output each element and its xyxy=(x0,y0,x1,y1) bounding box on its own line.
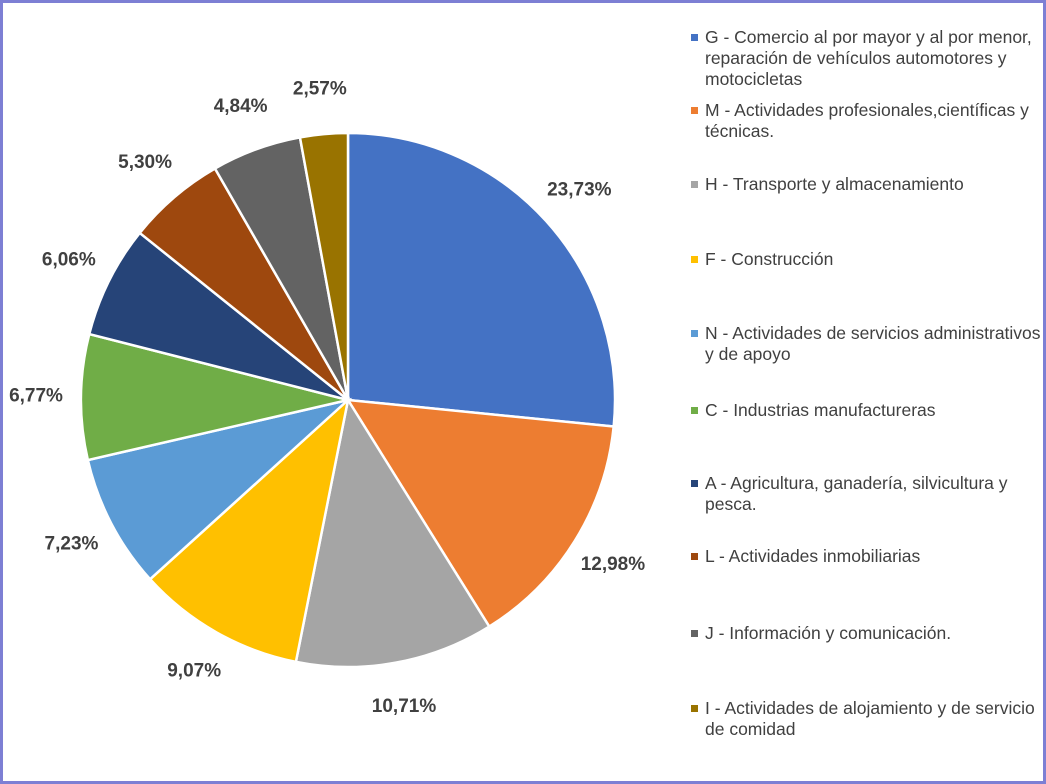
pie-slice xyxy=(346,131,617,428)
legend-swatch xyxy=(691,407,698,414)
pie-slice xyxy=(298,131,350,401)
pie-slice xyxy=(345,398,616,629)
legend-label: N - Actividades de servicios administrat… xyxy=(705,323,1041,364)
legend-swatch xyxy=(691,181,698,188)
legend-item: N - Actividades de servicios administrat… xyxy=(691,323,1043,365)
legend-item: F - Construcción xyxy=(691,249,1043,270)
data-label: 2,57% xyxy=(293,78,347,99)
pie-slice xyxy=(87,231,349,402)
data-label: 4,84% xyxy=(214,96,268,117)
legend-label: L - Actividades inmobiliarias xyxy=(705,546,921,566)
legend-label: A - Agricultura, ganadería, silvicultura… xyxy=(705,473,1008,514)
legend-item: A - Agricultura, ganadería, silvicultura… xyxy=(691,473,1043,515)
data-label: 23,73% xyxy=(547,180,612,201)
legend-swatch xyxy=(691,256,698,263)
legend-swatch xyxy=(691,34,698,41)
data-label: 6,77% xyxy=(9,386,63,407)
legend-swatch xyxy=(691,480,698,487)
legend-swatch xyxy=(691,705,698,712)
legend-label: G - Comercio al por mayor y al por menor… xyxy=(705,27,1032,89)
legend-swatch xyxy=(691,630,698,637)
legend-label: H - Transporte y almacenamiento xyxy=(705,174,964,194)
legend-item: J - Información y comunicación. xyxy=(691,623,1043,644)
legend-item: C - Industrias manufactureras xyxy=(691,400,1043,421)
legend-item: M - Actividades profesionales,científica… xyxy=(691,100,1043,142)
legend-item: L - Actividades inmobiliarias xyxy=(691,546,1043,567)
data-label: 9,07% xyxy=(167,660,221,681)
legend-label: I - Actividades de alojamiento y de serv… xyxy=(705,698,1035,739)
data-label: 5,30% xyxy=(118,152,172,173)
legend-swatch xyxy=(691,107,698,114)
data-label: 10,71% xyxy=(372,696,437,717)
data-label: 12,98% xyxy=(581,554,646,575)
legend-label: F - Construcción xyxy=(705,249,834,269)
pie-area: 23,73% 12,98% 10,71% 9,07% 7,23% 6,77% 6,06% 5,… xyxy=(9,78,646,717)
legend-label: C - Industrias manufactureras xyxy=(705,400,936,420)
legend-item: I - Actividades de alojamiento y de serv… xyxy=(691,698,1043,740)
legend-label: J - Información y comunicación. xyxy=(705,623,952,643)
legend-label: M - Actividades profesionales,científica… xyxy=(705,100,1029,141)
data-label: 7,23% xyxy=(45,534,99,555)
legend-swatch xyxy=(691,330,698,337)
pie-slice xyxy=(86,397,353,581)
legend-item: H - Transporte y almacenamiento xyxy=(691,174,1043,195)
legend-item: G - Comercio al por mayor y al por menor… xyxy=(691,27,1043,90)
pie-slice xyxy=(79,332,349,462)
pie-slice xyxy=(148,396,350,664)
legend-swatch xyxy=(691,553,698,560)
data-label: 6,06% xyxy=(42,250,96,271)
pie-slice xyxy=(294,396,491,669)
